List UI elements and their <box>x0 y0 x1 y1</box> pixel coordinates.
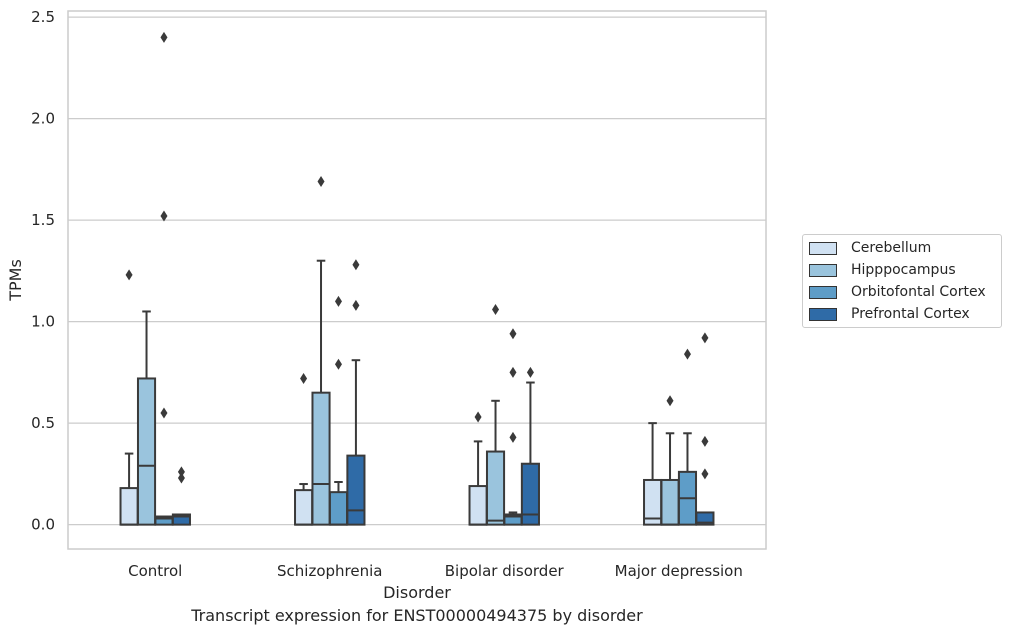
box-body <box>136 377 157 526</box>
x-tick-label: Schizophrenia <box>277 562 382 580</box>
box-body <box>328 491 349 526</box>
legend-swatch <box>809 285 837 299</box>
legend: Cerebellum Hipppocampus Orbitofontal Cor… <box>802 234 1002 328</box>
box-body <box>311 391 331 526</box>
outlier-point <box>701 332 709 344</box>
box-prefrontal-cortex-control <box>171 466 191 526</box>
outlier-point <box>177 466 185 478</box>
legend-label: Prefrontal Cortex <box>851 306 970 322</box>
y-tick-label: 0.0 <box>31 516 55 534</box>
outlier-point <box>492 303 500 315</box>
x-tick-label: Bipolar disorder <box>445 562 565 580</box>
box-prefrontal-cortex-major-depression <box>695 332 715 526</box>
box-prefrontal-cortex-bipolar-disorder <box>520 366 540 526</box>
box-orbitofontal-cortex-major-depression <box>677 348 698 526</box>
box-body <box>119 487 139 526</box>
box-body <box>468 485 488 526</box>
box-body <box>660 478 680 526</box>
figure-caption: Transcript expression for ENST0000049437… <box>191 606 643 625</box>
legend-label: Orbitofontal Cortex <box>851 284 986 300</box>
outlier-point <box>160 210 168 222</box>
outlier-point <box>509 328 517 340</box>
box-body <box>294 489 314 526</box>
y-tick-label: 2.0 <box>31 110 55 128</box>
box-hipppocampus-schizophrenia <box>311 176 331 526</box>
y-tick-label: 1.5 <box>31 211 55 229</box>
outlier-point <box>683 348 691 360</box>
outlier-point <box>177 472 185 484</box>
outlier-point <box>509 431 517 443</box>
plot-area <box>67 10 767 550</box>
legend-label: Hipppocampus <box>851 262 956 278</box>
box-orbitofontal-cortex-schizophrenia <box>328 295 349 526</box>
box-orbitofontal-cortex-bipolar-disorder <box>503 328 523 526</box>
box-body <box>485 450 506 526</box>
legend-swatch <box>809 307 837 321</box>
outlier-point <box>317 176 325 188</box>
legend-item-hippocampus: Hipppocampus <box>809 260 956 280</box>
box-body <box>171 513 191 526</box>
x-tick-labels: Control Schizophrenia Bipolar disorder Majo… <box>128 562 743 580</box>
outlier-point <box>300 372 308 384</box>
x-tick-label: Major depression <box>615 562 743 580</box>
outlier-point <box>701 468 709 480</box>
outlier-point <box>666 395 674 407</box>
outlier-point <box>334 358 342 370</box>
box-series <box>119 31 715 526</box>
legend-item-cerebellum: Cerebellum <box>809 238 931 258</box>
box-body <box>520 462 540 526</box>
outlier-point <box>526 366 534 378</box>
outlier-point <box>160 407 168 419</box>
outlier-point <box>509 366 517 378</box>
outlier-point <box>701 435 709 447</box>
x-axis-label: Disorder <box>383 583 451 602</box>
outlier-point <box>352 259 360 271</box>
box-body <box>346 454 366 526</box>
legend-swatch <box>809 263 837 277</box>
y-tick-labels: 0.0 0.5 1.0 1.5 2.0 2.5 <box>31 8 55 534</box>
y-tick-label: 0.5 <box>31 414 55 432</box>
outlier-point <box>474 411 482 423</box>
legend-item-orbitofrontal-cortex: Orbitofontal Cortex <box>809 282 986 302</box>
outlier-point <box>352 299 360 311</box>
box-hipppocampus-control <box>136 310 157 526</box>
y-axis-label: TPMs <box>6 259 25 302</box>
box-cerebellum-bipolar-disorder <box>468 411 488 526</box>
outlier-point <box>125 269 133 281</box>
box-cerebellum-schizophrenia <box>294 372 314 526</box>
legend-label: Cerebellum <box>851 240 932 256</box>
outlier-point <box>334 295 342 307</box>
y-tick-label: 2.5 <box>31 8 55 26</box>
box-prefrontal-cortex-schizophrenia <box>346 259 366 526</box>
box-hipppocampus-bipolar-disorder <box>485 303 506 526</box>
legend-item-prefrontal-cortex: Prefrontal Cortex <box>809 304 970 324</box>
outlier-point <box>160 31 168 43</box>
box-body <box>695 511 715 526</box>
x-tick-label: Control <box>128 562 182 580</box>
legend-swatch <box>809 241 837 255</box>
box-hipppocampus-major-depression <box>660 395 680 526</box>
y-tick-label: 1.0 <box>31 313 55 331</box>
